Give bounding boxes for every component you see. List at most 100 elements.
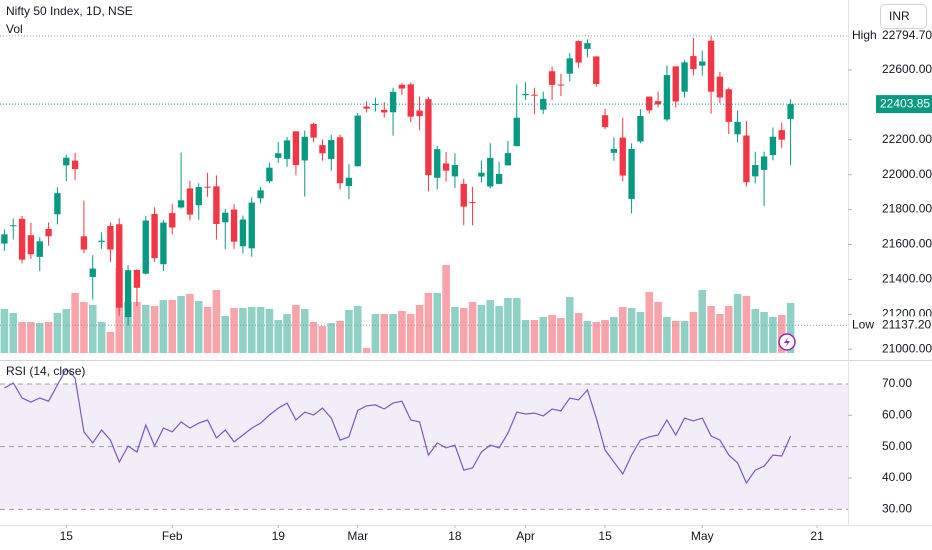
volume-bar	[716, 314, 724, 353]
currency-button[interactable]	[880, 4, 927, 29]
volume-bar	[733, 294, 742, 353]
candle-body	[487, 157, 494, 187]
volume-bar	[521, 320, 530, 353]
volume-bar	[574, 313, 583, 353]
layers: 21000.0021200.0021400.0021600.0021800.00…	[0, 26, 932, 543]
candle-body	[460, 183, 467, 207]
volume-bar	[486, 300, 495, 353]
volume-bar	[35, 323, 44, 353]
volume-bar	[159, 300, 168, 353]
volume-bar	[345, 310, 353, 353]
volume-bar	[618, 307, 627, 353]
price-tag-name: High	[852, 28, 877, 42]
y-tick-label: 21000.00	[882, 341, 932, 355]
candle-body	[292, 131, 300, 166]
candle-body	[628, 148, 635, 199]
candle-body	[230, 209, 238, 242]
volume-bar	[636, 312, 645, 353]
candle-body	[690, 56, 697, 70]
volume-bar	[671, 321, 680, 353]
volume-bar	[309, 322, 318, 353]
x-tick-label: 15	[60, 529, 74, 543]
candle-body	[469, 202, 476, 204]
volume-bar	[18, 322, 26, 353]
volume-bar	[424, 293, 433, 353]
volume-bar	[689, 312, 698, 353]
volume-bar	[468, 302, 477, 353]
volume-bar	[459, 308, 468, 353]
volume-bar	[168, 300, 177, 353]
volume-bar	[477, 305, 486, 353]
candle-body	[195, 187, 202, 206]
volume-bar	[451, 307, 459, 353]
candle-body	[283, 140, 291, 159]
y-tick-label: 22000.00	[882, 167, 932, 181]
volume-bar	[362, 348, 371, 353]
x-tick-label: 19	[272, 529, 286, 543]
y-tick-label: 30.00	[882, 501, 912, 515]
volume-bar	[698, 290, 707, 353]
candle-body	[584, 43, 591, 49]
candle-body	[725, 89, 732, 122]
volume-bar	[539, 317, 548, 353]
candle-body	[239, 219, 247, 247]
candle-body	[504, 153, 512, 166]
candle-body	[18, 218, 26, 260]
volume-bar	[663, 317, 671, 353]
candle-body	[619, 137, 626, 176]
volume-bar	[247, 307, 256, 353]
candle-body	[646, 96, 653, 111]
volume-bar	[769, 317, 777, 353]
volume-bar	[177, 296, 185, 353]
candle-body	[124, 270, 132, 317]
volume-bar	[221, 316, 230, 353]
candle-body	[760, 156, 768, 170]
volume-bar	[724, 306, 733, 353]
rsi-line	[4, 367, 792, 485]
candle-body	[699, 61, 706, 66]
volume-bar	[212, 290, 221, 353]
candle-body	[548, 71, 556, 85]
candle-body	[266, 167, 273, 182]
volume-bar	[742, 296, 751, 353]
volume-bar	[0, 309, 9, 353]
volume-bar	[380, 314, 389, 353]
volume-bar	[80, 302, 88, 353]
y-tick-label: 50.00	[882, 439, 912, 453]
volume-bar	[318, 326, 327, 353]
candle-body	[566, 58, 573, 74]
price-tag	[876, 95, 932, 114]
y-tick-label: 21600.00	[882, 237, 932, 251]
candle-body	[345, 177, 353, 186]
candle-body	[778, 130, 785, 140]
candle-body	[557, 84, 565, 86]
volume-bar	[44, 322, 53, 353]
candle-body	[478, 172, 485, 177]
candle-body	[593, 56, 600, 84]
volume-bar	[265, 309, 274, 353]
price-tag-label: 22794.70	[882, 28, 932, 42]
candle-body	[98, 240, 105, 242]
volume-bar	[627, 308, 636, 353]
candle-body	[222, 212, 229, 223]
volume-bar	[300, 309, 309, 353]
candle-body	[213, 186, 220, 225]
volume-bar	[88, 305, 97, 353]
candle-body	[416, 110, 423, 117]
candle-body	[63, 157, 70, 166]
chart-title: Nifty 50 Index, 1D, NSE	[6, 4, 133, 18]
volume-bar	[592, 322, 601, 353]
currency-label[interactable]: INR	[889, 9, 910, 23]
volume-bar	[601, 320, 609, 353]
candle-body	[310, 123, 317, 138]
y-tick-label: 70.00	[882, 376, 912, 390]
volume-bar	[230, 308, 238, 353]
volume-bar	[194, 301, 203, 353]
candle-body	[36, 241, 43, 257]
y-tick-label: 21400.00	[882, 272, 932, 286]
volume-bar	[610, 317, 618, 353]
candle-body	[354, 115, 361, 167]
candle-body	[248, 202, 255, 249]
candle-body	[169, 213, 176, 228]
x-tick-label: 15	[598, 529, 612, 543]
